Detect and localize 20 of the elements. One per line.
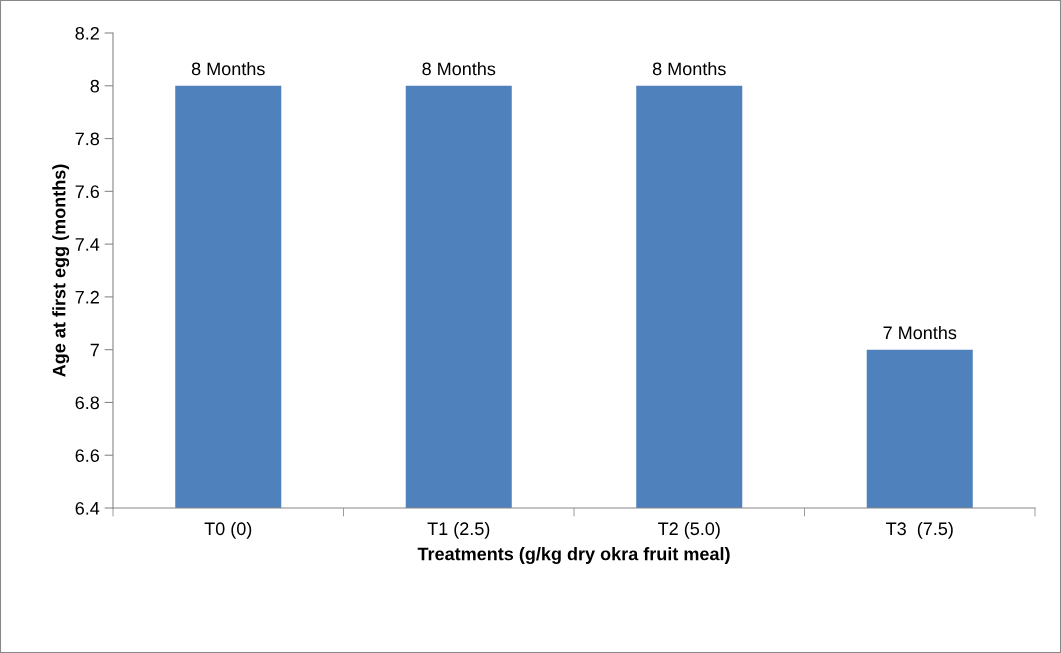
- y-tick-label: 6.6: [75, 449, 100, 462]
- y-tick-label: 6.4: [75, 501, 100, 515]
- x-tick-label: T3 (7.5): [886, 521, 953, 539]
- data-label: 8 Months: [422, 62, 496, 76]
- y-tick-label: 7.6: [75, 185, 100, 199]
- y-tick-label: 7: [90, 343, 99, 357]
- x-axis-title: Treatments (g/kg dry okra fruit meal): [417, 547, 730, 564]
- y-tick-label: 8.2: [75, 26, 99, 40]
- x-tick-label: T1 (2.5): [427, 521, 490, 539]
- x-tick-label: T2 (5.0): [658, 521, 720, 539]
- y-axis-title: Age at first egg (months): [52, 164, 70, 377]
- y-tick-label: 7.2: [75, 290, 99, 304]
- x-tick-label: T0 (0): [204, 521, 252, 539]
- data-label: 7 Months: [883, 325, 957, 340]
- y-tick-label: 7.8: [75, 132, 100, 146]
- y-tick-label: 8: [90, 79, 100, 93]
- data-label: 8 Months: [191, 62, 265, 76]
- data-label: 8 Months: [652, 62, 726, 76]
- y-tick-label: 7.4: [75, 238, 100, 251]
- y-tick-label: 6.8: [75, 396, 100, 410]
